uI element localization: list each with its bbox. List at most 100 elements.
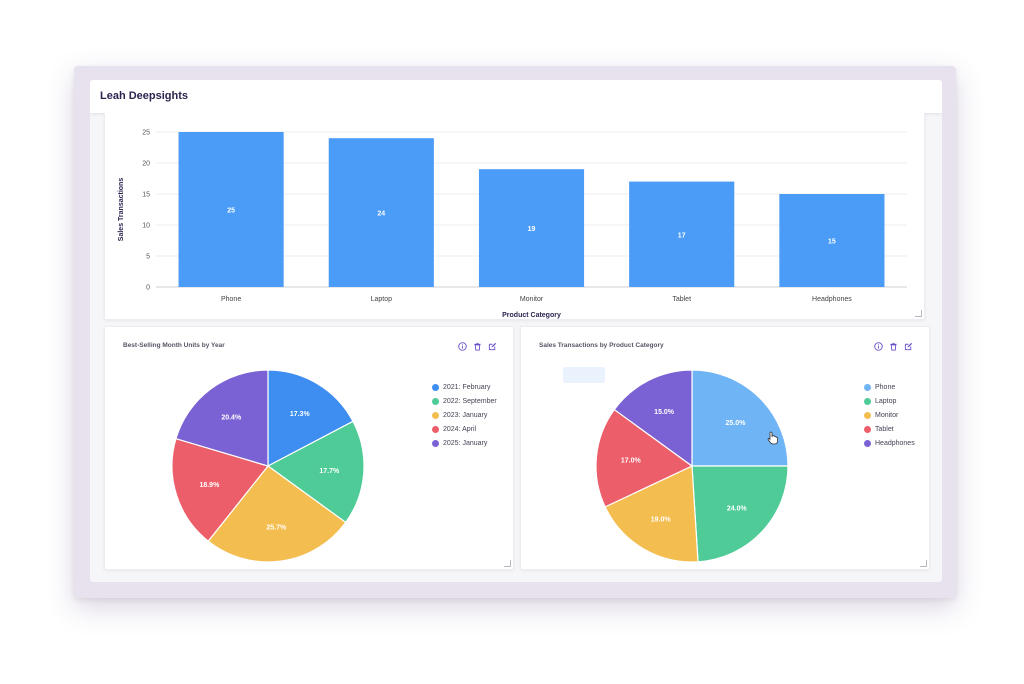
pie-slice-label: 24.0% [727,506,748,513]
legend-label: Headphones [875,440,915,448]
pie-slice-label: 19.0% [651,516,672,523]
pie-slice [691,465,789,563]
trash-icon[interactable] [472,341,482,351]
legend-item[interactable]: 2025: January [432,437,497,451]
legend-swatch [432,397,439,405]
info-icon[interactable] [873,341,883,351]
x-tick-label: Phone [221,296,241,303]
pie-slice [207,465,347,563]
pie-slice [267,369,354,467]
info-icon[interactable] [457,341,467,351]
pie-slice-label: 20.4% [221,414,242,421]
trash-icon[interactable] [888,341,898,351]
legend-swatch [432,383,439,391]
app-title: Leah Deepsights [100,90,189,102]
legend-item[interactable]: Laptop [864,394,915,408]
x-tick-label: Laptop [371,296,393,303]
legend-swatch [432,440,439,448]
hover-tooltip-placeholder [563,367,605,383]
legend-item[interactable]: 2022: September [432,394,497,408]
x-tick-label: Headphones [812,296,852,303]
y-tick-label: 5 [146,254,150,261]
bar-value-label: 25 [227,208,235,215]
legend-label: 2024: April [443,426,477,434]
edit-icon[interactable] [903,341,913,351]
pie-legend: Phone Laptop Monitor Tablet Headphones [864,380,915,451]
app-header: Leah Deepsights [90,80,942,114]
legend-swatch [432,426,439,434]
legend-swatch [864,440,871,448]
y-tick-label: 20 [142,161,150,168]
pie-legend: 2021: February 2022: September 2023: Janua… [432,380,497,451]
pie-slice-label: 17.0% [621,458,642,465]
bar-value-label: 19 [528,226,536,233]
pie-slice [604,465,699,563]
pie-slice-label: 18.9% [199,482,220,489]
pie-slice [691,369,789,467]
legend-item[interactable]: Phone [864,380,915,394]
bar [478,169,585,287]
pie-slice-label: 17.7% [319,468,340,475]
resize-handle[interactable] [504,560,511,567]
legend-label: 2021: February [443,383,491,391]
pie-slice-label: 17.3% [290,411,311,418]
edit-icon[interactable] [487,341,497,351]
panel-title: Best-Selling Month Units by Year [123,342,225,349]
y-tick-label: 15 [142,192,150,199]
bar [629,181,735,287]
legend-label: Monitor [875,411,899,419]
pie-chart-category: 25.0% 24.0% 19.0% 17.0% 15.0% [595,369,789,563]
pie-slice [613,369,693,468]
bar-chart-panel: 0 5 10 15 20 25 25 Phone 24 Laptop 19 Monitor 17 Tabl… [104,113,925,320]
bar [779,194,885,287]
y-tick-label: 25 [142,130,150,137]
legend-swatch [864,411,871,419]
legend-item[interactable]: 2023: January [432,408,497,422]
bar [178,132,284,287]
pie-slice [595,408,694,508]
legend-item[interactable]: Monitor [864,408,915,422]
pie-chart-panel-category: Sales Transactions by Product Category 2… [520,326,930,570]
legend-swatch [864,383,871,391]
hand-cursor-icon [767,431,779,445]
pie-slice [266,420,365,524]
resize-handle[interactable] [915,310,922,317]
panel-actions [457,341,497,353]
app-window-frame: Leah Deepsights 0 5 10 15 20 25 25 Phone 24 Lapto… [74,66,956,598]
bar-value-label: 17 [678,232,686,239]
legend-item[interactable]: Headphones [864,437,915,451]
legend-label: 2023: January [443,411,488,419]
pie-chart-panel-months: Best-Selling Month Units by Year 17.3% 17… [104,326,514,570]
x-axis-title: Product Category [502,312,561,319]
pie-slice-label: 25.7% [266,524,287,531]
dashboard-app: Leah Deepsights 0 5 10 15 20 25 25 Phone 24 Lapto… [90,80,942,582]
legend-item[interactable]: Tablet [864,423,915,437]
legend-item[interactable]: 2024: April [432,423,497,437]
pie-slice [175,369,269,467]
pie-slice-label: 15.0% [654,409,675,416]
legend-item[interactable]: 2021: February [432,380,497,394]
y-axis-title: Sales Transactions [118,178,125,242]
legend-swatch [864,397,871,405]
pie-slice-label: 25.0% [726,420,747,427]
bar-value-label: 15 [828,239,836,246]
legend-label: 2025: January [443,440,488,448]
panel-actions [873,341,913,353]
bar-chart: 0 5 10 15 20 25 25 Phone 24 Laptop 19 Monitor 17 Tabl… [118,130,907,319]
legend-label: Phone [875,383,896,391]
x-tick-label: Monitor [520,296,544,303]
legend-label: 2022: September [443,397,497,405]
legend-label: Tablet [875,426,894,434]
pie-chart-months: 17.3% 17.7% 25.7% 18.9% 20.4% [171,369,365,563]
y-tick-label: 10 [142,223,150,230]
bar-value-label: 24 [377,211,385,218]
bar [328,138,434,287]
pie-slice [171,437,270,542]
resize-handle[interactable] [920,560,927,567]
legend-swatch [864,426,871,434]
legend-label: Laptop [875,397,897,405]
x-tick-label: Tablet [672,296,691,303]
legend-swatch [432,411,439,419]
y-tick-label: 0 [146,285,150,292]
panel-title: Sales Transactions by Product Category [539,342,664,349]
